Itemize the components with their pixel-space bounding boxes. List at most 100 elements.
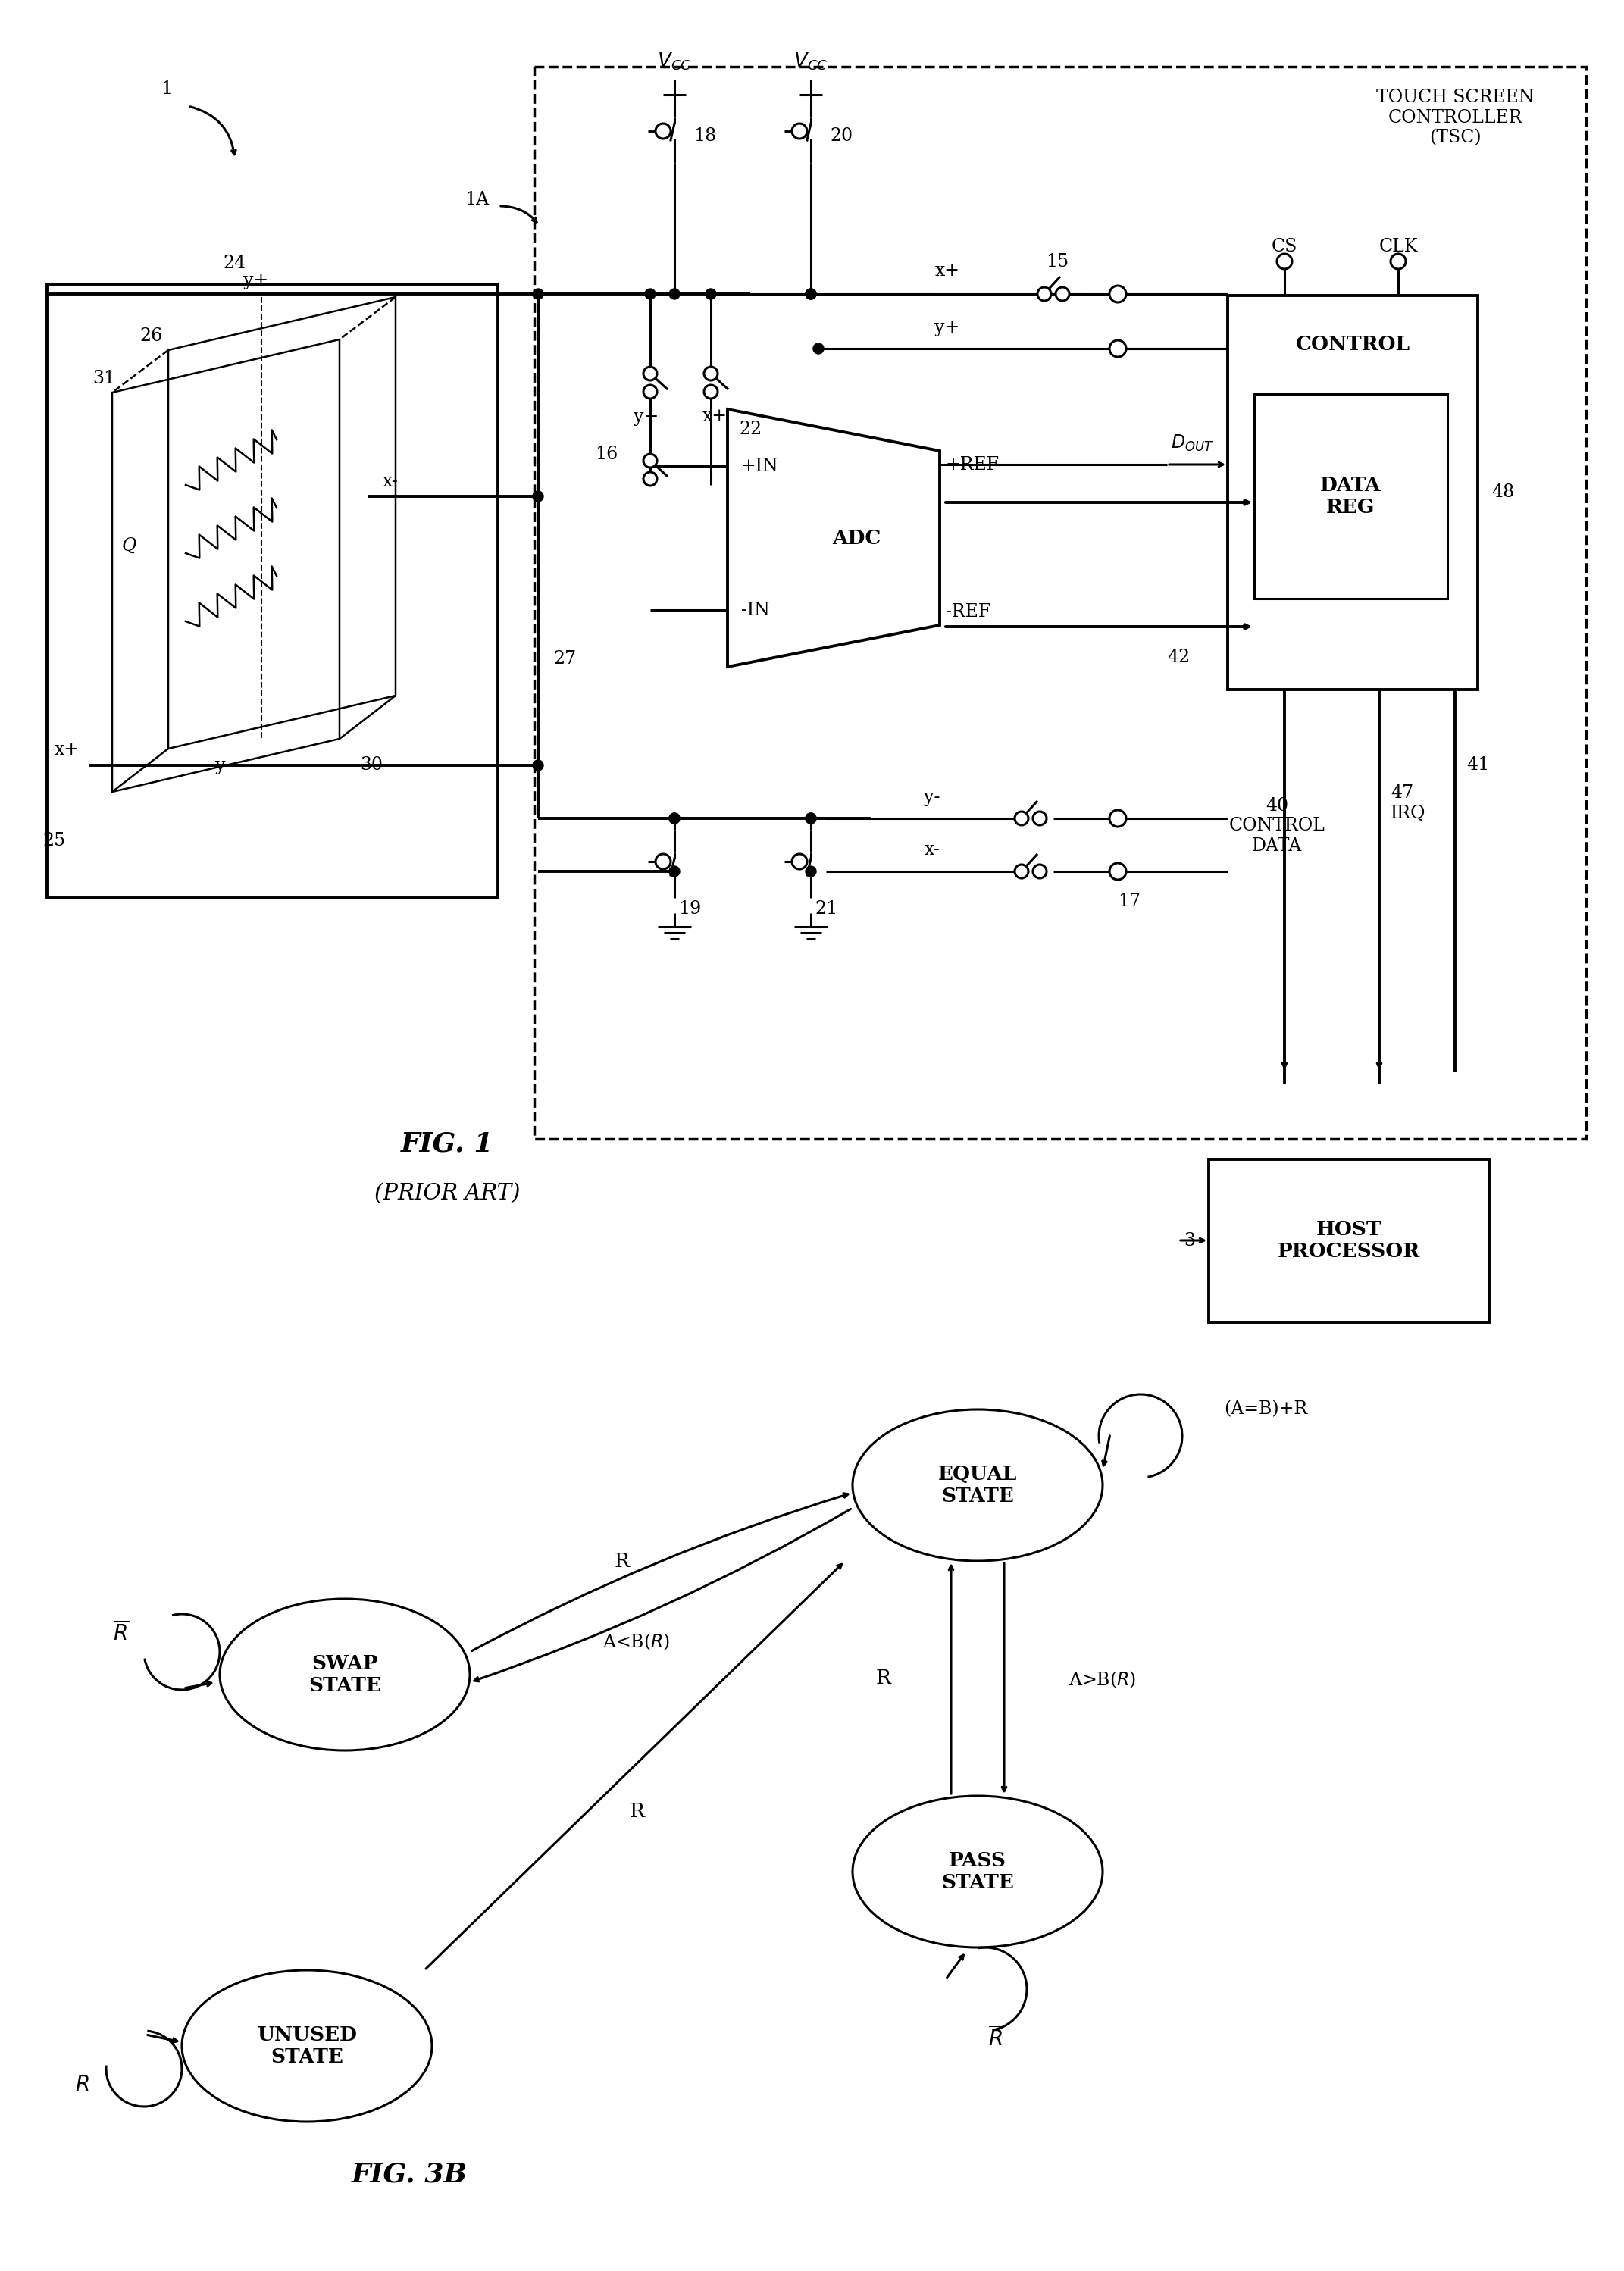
Text: $V_{CC}$: $V_{CC}$	[794, 50, 828, 73]
Text: EQUAL
STATE: EQUAL STATE	[939, 1465, 1017, 1506]
Circle shape	[643, 472, 658, 486]
Circle shape	[533, 761, 544, 770]
Text: x-: x-	[924, 843, 940, 858]
Text: y+: y+	[633, 409, 659, 425]
Text: x+: x+	[702, 409, 728, 425]
Text: 1A: 1A	[464, 191, 489, 209]
Text: 31: 31	[93, 370, 115, 388]
Bar	[47, 284, 499, 897]
Text: +REF: +REF	[945, 456, 1000, 472]
Ellipse shape	[853, 1410, 1103, 1560]
Circle shape	[669, 865, 680, 877]
Text: 15: 15	[1046, 254, 1069, 270]
Bar	[1208, 1160, 1489, 1322]
Text: x+: x+	[935, 263, 960, 279]
Ellipse shape	[182, 1971, 432, 2121]
Text: $\overline{R}$: $\overline{R}$	[112, 1621, 128, 1644]
Circle shape	[705, 366, 718, 382]
Ellipse shape	[219, 1599, 469, 1751]
Text: TOUCH SCREEN
CONTROLLER
(TSC): TOUCH SCREEN CONTROLLER (TSC)	[1376, 89, 1535, 145]
Circle shape	[806, 813, 817, 824]
Circle shape	[814, 343, 823, 354]
Circle shape	[793, 854, 807, 870]
Text: 18: 18	[693, 127, 716, 145]
Text: 16: 16	[594, 445, 617, 463]
Text: (A=B)+R: (A=B)+R	[1224, 1401, 1307, 1417]
Text: 48: 48	[1491, 484, 1514, 502]
Circle shape	[669, 813, 680, 824]
Text: 27: 27	[554, 650, 577, 668]
Circle shape	[669, 813, 680, 824]
Circle shape	[1015, 865, 1028, 879]
Text: 1: 1	[161, 82, 172, 98]
Text: CS: CS	[1272, 238, 1298, 254]
Text: FIG. 3B: FIG. 3B	[351, 2162, 468, 2187]
Text: R: R	[875, 1669, 890, 1687]
Circle shape	[1109, 286, 1125, 302]
Text: 47
IRQ: 47 IRQ	[1390, 783, 1426, 822]
Text: 26: 26	[140, 327, 162, 345]
Text: 3: 3	[1184, 1231, 1195, 1249]
Ellipse shape	[853, 1796, 1103, 1949]
Circle shape	[806, 813, 817, 824]
Text: -REF: -REF	[945, 602, 991, 620]
Circle shape	[643, 386, 658, 400]
Text: PASS
STATE: PASS STATE	[942, 1851, 1013, 1892]
Text: HOST
PROCESSOR: HOST PROCESSOR	[1278, 1220, 1421, 1260]
Text: 40
CONTROL
DATA: 40 CONTROL DATA	[1229, 797, 1325, 854]
Text: $\overline{R}$: $\overline{R}$	[989, 2026, 1005, 2051]
Text: 42: 42	[1168, 647, 1190, 665]
Text: y-: y-	[216, 756, 232, 774]
Circle shape	[1109, 863, 1125, 879]
Circle shape	[1109, 811, 1125, 827]
Text: A>B($\overline{R}$): A>B($\overline{R}$)	[1069, 1667, 1137, 1690]
Text: x+: x+	[54, 740, 80, 759]
Text: y+: y+	[244, 273, 268, 288]
Circle shape	[1038, 286, 1051, 300]
Circle shape	[1276, 254, 1293, 268]
Circle shape	[1015, 811, 1028, 824]
Circle shape	[705, 386, 718, 400]
Text: x-: x-	[383, 472, 398, 491]
Text: -IN: -IN	[741, 602, 770, 618]
Text: $\overline{R}$: $\overline{R}$	[75, 2071, 91, 2096]
Circle shape	[806, 288, 817, 300]
Text: R: R	[614, 1551, 628, 1572]
Circle shape	[533, 491, 544, 502]
Circle shape	[806, 865, 817, 877]
Text: FIG. 1: FIG. 1	[401, 1131, 494, 1158]
Text: (PRIOR ART): (PRIOR ART)	[374, 1183, 520, 1204]
Text: y+: y+	[935, 318, 960, 336]
Text: $V_{CC}$: $V_{CC}$	[658, 50, 692, 73]
Text: CLK: CLK	[1379, 238, 1418, 254]
Circle shape	[793, 123, 807, 139]
Circle shape	[1033, 865, 1046, 879]
Text: UNUSED
STATE: UNUSED STATE	[257, 2026, 357, 2067]
Bar	[1228, 295, 1478, 690]
Text: 21: 21	[815, 902, 838, 917]
Circle shape	[1109, 341, 1125, 357]
Text: SWAP
STATE: SWAP STATE	[309, 1653, 382, 1694]
Circle shape	[533, 288, 544, 300]
Text: ADC: ADC	[831, 529, 880, 547]
Text: 30: 30	[361, 756, 383, 774]
Circle shape	[1056, 286, 1069, 300]
Text: A<B($\overline{R}$): A<B($\overline{R}$)	[603, 1628, 671, 1653]
Text: DATA
REG: DATA REG	[1320, 477, 1380, 518]
Text: 22: 22	[739, 420, 762, 438]
Text: y-: y-	[924, 788, 940, 806]
Text: 41: 41	[1466, 756, 1489, 774]
Polygon shape	[728, 409, 940, 668]
Circle shape	[669, 288, 680, 300]
Text: 20: 20	[830, 127, 853, 145]
Text: 17: 17	[1117, 893, 1140, 911]
Circle shape	[806, 288, 817, 300]
Text: CONTROL: CONTROL	[1296, 336, 1410, 354]
Text: Q: Q	[122, 536, 136, 554]
Circle shape	[645, 288, 656, 300]
Text: 19: 19	[679, 902, 702, 917]
Circle shape	[643, 366, 658, 382]
Circle shape	[643, 454, 658, 468]
Circle shape	[656, 854, 671, 870]
Text: 25: 25	[44, 833, 67, 849]
